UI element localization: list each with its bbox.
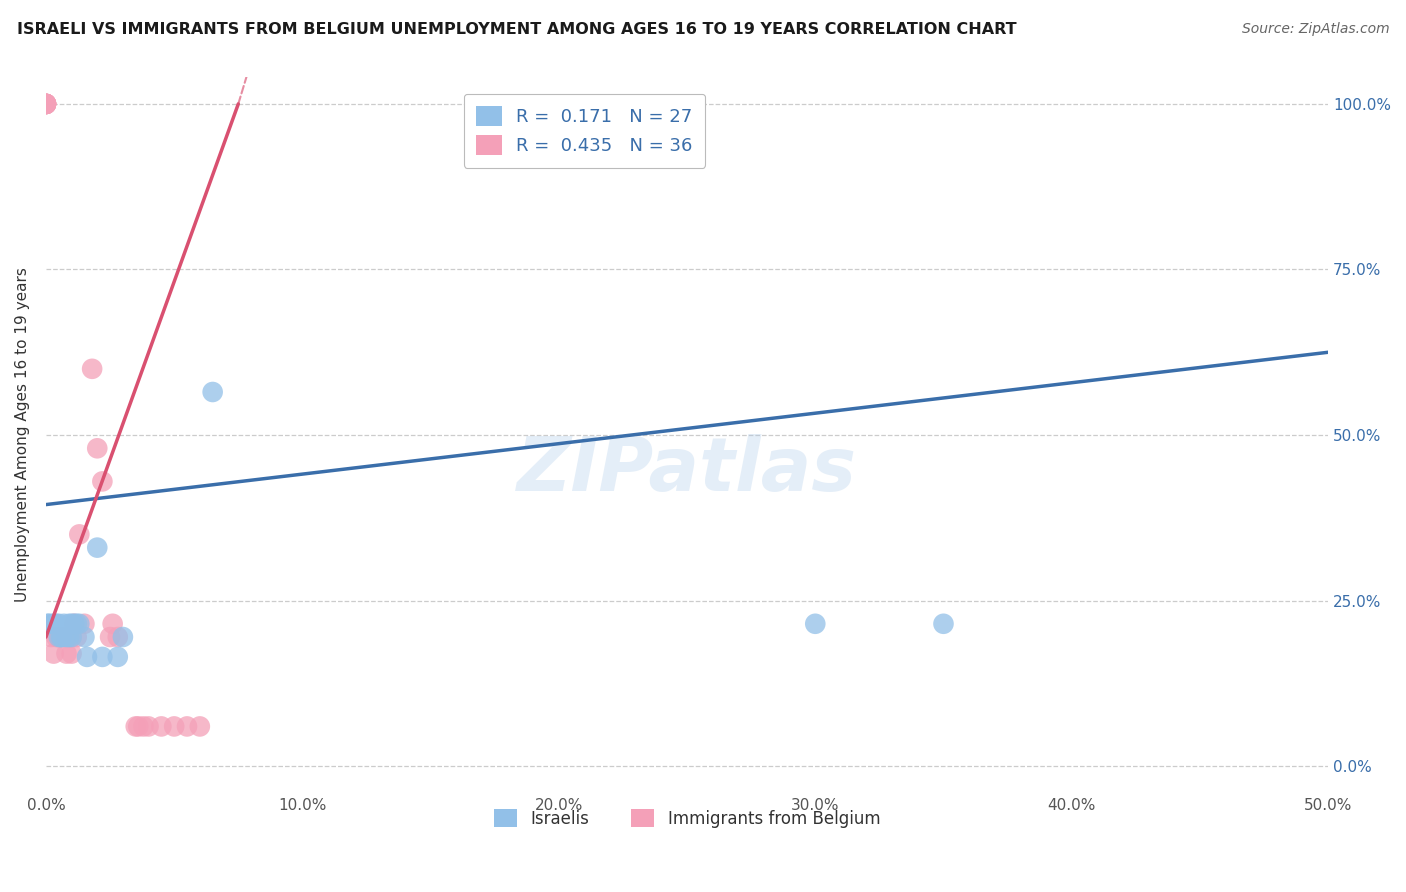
Point bbox=[51, 630, 73, 644]
Point bbox=[150, 719, 173, 733]
Text: Source: ZipAtlas.com: Source: ZipAtlas.com bbox=[1241, 22, 1389, 37]
Point bbox=[38, 616, 60, 631]
Point bbox=[48, 616, 70, 631]
Point bbox=[73, 630, 96, 644]
Point bbox=[73, 616, 96, 631]
Point bbox=[52, 616, 75, 631]
Point bbox=[52, 630, 75, 644]
Point bbox=[804, 616, 827, 631]
Point bbox=[42, 647, 65, 661]
Point bbox=[91, 649, 114, 664]
Point bbox=[127, 719, 149, 733]
Point bbox=[932, 616, 955, 631]
Point bbox=[48, 630, 70, 644]
Point bbox=[66, 630, 89, 644]
Point bbox=[86, 442, 108, 456]
Point bbox=[66, 616, 89, 631]
Point bbox=[86, 541, 108, 555]
Point bbox=[98, 630, 121, 644]
Point bbox=[60, 616, 83, 631]
Point bbox=[35, 97, 58, 112]
Point bbox=[45, 616, 67, 631]
Point bbox=[188, 719, 211, 733]
Point bbox=[38, 616, 60, 631]
Point bbox=[138, 719, 160, 733]
Point bbox=[55, 630, 77, 644]
Point bbox=[82, 361, 104, 376]
Legend: Israelis, Immigrants from Belgium: Israelis, Immigrants from Belgium bbox=[486, 803, 887, 834]
Point bbox=[42, 616, 65, 631]
Point bbox=[101, 616, 124, 631]
Point bbox=[45, 630, 67, 644]
Point bbox=[60, 630, 83, 644]
Point bbox=[51, 630, 73, 644]
Point bbox=[60, 630, 83, 644]
Point bbox=[163, 719, 186, 733]
Point bbox=[35, 97, 58, 112]
Point bbox=[107, 630, 129, 644]
Point bbox=[35, 97, 58, 112]
Point bbox=[35, 97, 58, 112]
Point bbox=[111, 630, 134, 644]
Point bbox=[58, 630, 80, 644]
Point bbox=[35, 97, 58, 112]
Point bbox=[58, 630, 80, 644]
Point bbox=[67, 616, 90, 631]
Point bbox=[35, 97, 58, 112]
Point bbox=[107, 649, 129, 664]
Point bbox=[91, 475, 114, 489]
Point bbox=[176, 719, 198, 733]
Point bbox=[132, 719, 155, 733]
Point bbox=[35, 97, 58, 112]
Point bbox=[125, 719, 148, 733]
Y-axis label: Unemployment Among Ages 16 to 19 years: Unemployment Among Ages 16 to 19 years bbox=[15, 268, 30, 602]
Point bbox=[42, 616, 65, 631]
Text: ZIPatlas: ZIPatlas bbox=[517, 434, 858, 508]
Point bbox=[58, 616, 80, 631]
Point bbox=[76, 649, 98, 664]
Text: ISRAELI VS IMMIGRANTS FROM BELGIUM UNEMPLOYMENT AMONG AGES 16 TO 19 YEARS CORREL: ISRAELI VS IMMIGRANTS FROM BELGIUM UNEMP… bbox=[17, 22, 1017, 37]
Point bbox=[63, 616, 86, 631]
Point bbox=[63, 616, 86, 631]
Point bbox=[67, 527, 90, 541]
Point bbox=[55, 647, 77, 661]
Point bbox=[48, 630, 70, 644]
Point bbox=[35, 97, 58, 112]
Point bbox=[39, 630, 62, 644]
Point bbox=[201, 384, 224, 399]
Point bbox=[51, 630, 73, 644]
Point bbox=[60, 647, 83, 661]
